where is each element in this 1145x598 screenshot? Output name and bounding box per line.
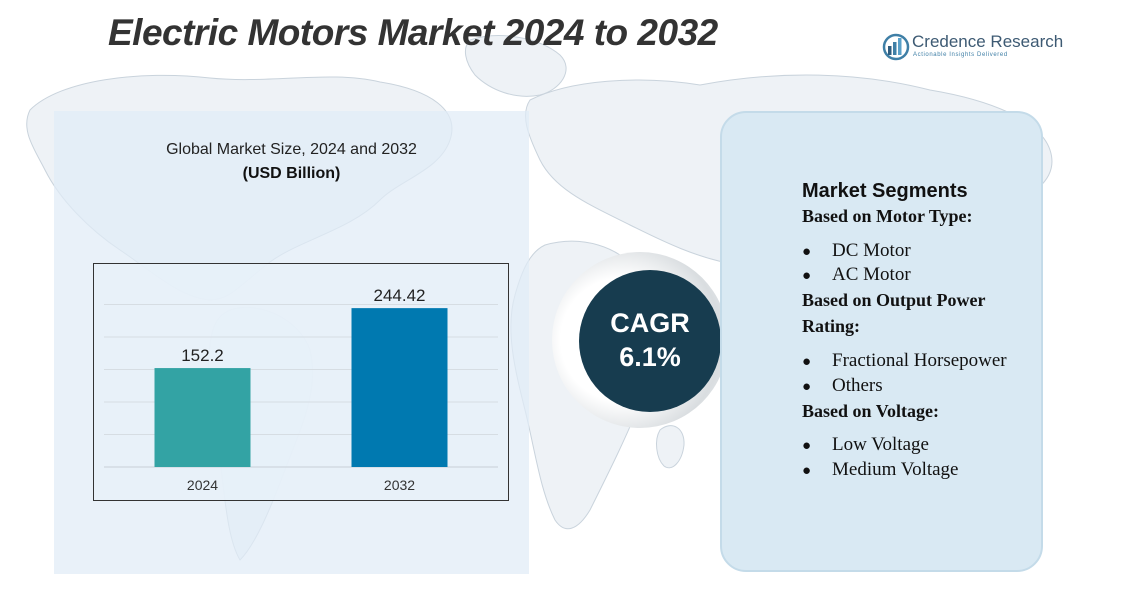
- segment-item-label: Medium Voltage: [832, 459, 959, 480]
- segments-title: Market Segments: [802, 180, 968, 202]
- cagr-badge: CAGR 6.1%: [579, 270, 721, 412]
- page-title: Electric Motors Market 2024 to 2032: [108, 12, 718, 53]
- brand-name: Credence Research: [912, 32, 1064, 51]
- segments-panel: [720, 111, 1043, 572]
- cagr-label: CAGR: [610, 308, 690, 338]
- chart-subtitle: (USD Billion): [242, 165, 341, 182]
- segment-heading-output-power-cont: Rating:: [802, 316, 860, 336]
- segment-heading-motor-type: Based on Motor Type:: [802, 206, 973, 226]
- bar-2024: [154, 368, 251, 467]
- segment-heading-voltage: Based on Voltage:: [802, 401, 940, 421]
- segment-item-low-voltage: ● Low Voltage: [802, 434, 929, 456]
- chart-title: Global Market Size, 2024 and 2032: [166, 141, 417, 158]
- x-tick-label-2024: 2024: [187, 477, 218, 493]
- segment-item-label: DC Motor: [832, 240, 911, 261]
- brand-logo: Credence Research Actionable Insights De…: [882, 30, 1072, 64]
- cagr-value: 6.1%: [619, 342, 681, 372]
- x-tick-label-2032: 2032: [384, 477, 415, 493]
- bar-chart: 152.2 2024 244.42 2032: [93, 263, 509, 501]
- segment-item-label: Fractional Horsepower: [832, 350, 1007, 371]
- bar-chart-svg: 152.2 2024 244.42 2032: [104, 286, 498, 493]
- bullet-icon: ●: [802, 379, 812, 395]
- segment-item-dc-motor: ● DC Motor: [802, 240, 911, 262]
- data-label-2032: 244.42: [374, 286, 426, 305]
- data-label-2024: 152.2: [181, 346, 224, 365]
- bullet-icon: ●: [802, 463, 812, 479]
- segment-item-others: ● Others: [802, 375, 883, 397]
- segment-item-ac-motor: ● AC Motor: [802, 264, 911, 286]
- bullet-icon: ●: [802, 438, 812, 454]
- segment-heading-output-power: Based on Output Power: [802, 290, 986, 310]
- segment-item-medium-voltage: ● Medium Voltage: [802, 459, 959, 481]
- bar-2032: [351, 308, 448, 467]
- bullet-icon: ●: [802, 354, 812, 370]
- bullet-icon: ●: [802, 244, 812, 260]
- segment-item-label: Others: [832, 375, 883, 396]
- brand-mark-icon: [882, 33, 910, 61]
- segment-item-label: Low Voltage: [832, 434, 929, 455]
- brand-tagline: Actionable Insights Delivered: [913, 52, 1008, 58]
- bullet-icon: ●: [802, 268, 812, 284]
- segment-item-fractional-hp: ● Fractional Horsepower: [802, 350, 1007, 372]
- segment-item-label: AC Motor: [832, 264, 911, 285]
